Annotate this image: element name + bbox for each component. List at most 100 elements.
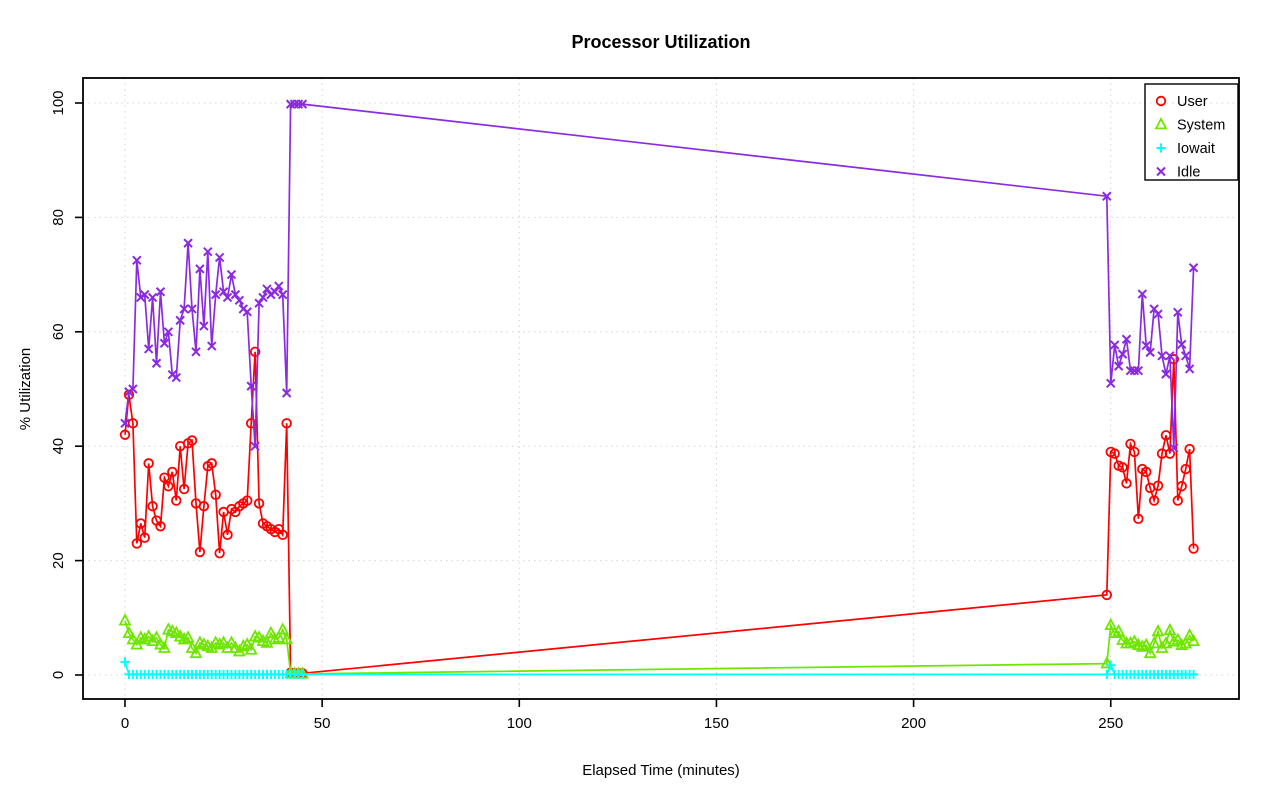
point-x (1184, 364, 1195, 374)
point-triangle (1167, 634, 1181, 647)
legend-label-system: System (1177, 118, 1225, 134)
x-tick-label: 250 (1098, 715, 1123, 732)
point-x (195, 264, 205, 274)
point-triangle (157, 640, 171, 653)
point-x (218, 287, 229, 297)
point-triangle (272, 630, 286, 643)
point-circle (178, 483, 190, 495)
point-x (179, 304, 189, 314)
point-circle (1141, 466, 1152, 478)
point-circle (194, 546, 206, 558)
series-line-idle (124, 103, 1195, 448)
plot-border (82, 77, 1240, 700)
legend-item-system: System (1154, 116, 1225, 134)
point-triangle (146, 633, 160, 647)
point-triangle (150, 630, 164, 643)
y-tick-label: 20 (50, 552, 67, 569)
point-x (1165, 351, 1175, 361)
legend-label-user: User (1177, 94, 1208, 110)
point-x (207, 341, 217, 351)
point-triangle (268, 632, 282, 645)
point-x (274, 281, 284, 291)
point-circle (186, 435, 198, 446)
point-plus (1106, 660, 1116, 670)
point-plus (1102, 669, 1112, 680)
series-line-user (124, 351, 1195, 675)
point-circle (1164, 448, 1176, 459)
point-triangle (217, 635, 231, 648)
point-circle (1180, 463, 1191, 475)
point-x (278, 289, 288, 300)
series-iowait (120, 657, 1199, 680)
point-triangle (177, 632, 191, 645)
point-circle (222, 529, 233, 541)
point-circle (210, 489, 221, 501)
point-triangle (213, 637, 227, 650)
point-x (199, 321, 209, 331)
y-tick-label: 80 (50, 209, 67, 226)
chart-title: Processor Utilization (571, 32, 750, 52)
point-triangle (1175, 637, 1189, 651)
point-triangle (240, 637, 254, 650)
point-triangle (1112, 623, 1126, 637)
point-triangle (1179, 636, 1193, 649)
x-tick-label: 0 (121, 715, 129, 732)
point-x (1173, 307, 1183, 318)
point-x (281, 388, 292, 398)
point-circle (214, 547, 225, 559)
point-triangle (1163, 622, 1177, 636)
point-x (183, 238, 193, 248)
point-x (191, 347, 201, 357)
legend-item-iowait: Iowait (1156, 141, 1215, 157)
point-circle (1109, 448, 1120, 459)
point-circle (1117, 462, 1128, 473)
point-x (1102, 191, 1112, 201)
point-triangle (1143, 645, 1157, 659)
point-x (1109, 340, 1120, 350)
point-circle (277, 529, 288, 541)
point-circle (249, 346, 261, 358)
legend-item-idle: Idle (1156, 165, 1200, 181)
point-plus (297, 669, 308, 680)
point-triangle (1154, 116, 1168, 130)
point-x (1161, 369, 1171, 379)
point-circle (1133, 513, 1144, 525)
point-triangle (181, 630, 195, 643)
point-triangle (138, 632, 152, 645)
point-triangle (118, 613, 132, 626)
axes: 0 50 100 150 200 250 0 20 40 60 80 100 (50, 77, 1240, 732)
point-x (1133, 365, 1144, 376)
point-circle (281, 418, 292, 429)
point-circle (1129, 446, 1140, 458)
series-idle (120, 99, 1199, 453)
point-triangle (1123, 636, 1137, 649)
point-circle (1172, 495, 1183, 506)
point-x (132, 255, 142, 266)
point-triangle (1139, 637, 1153, 651)
legend-item-user: User (1155, 94, 1208, 110)
point-x (242, 307, 252, 317)
point-x (128, 384, 138, 394)
point-x (254, 298, 264, 308)
point-circle (1160, 430, 1172, 441)
point-circle (171, 495, 182, 506)
point-circle (131, 538, 143, 549)
point-triangle (236, 638, 250, 652)
point-x (297, 99, 308, 109)
point-triangle (1159, 636, 1173, 649)
point-x (163, 327, 174, 337)
point-circle (1184, 443, 1195, 455)
point-triangle (276, 622, 290, 635)
x-tick-label: 100 (507, 715, 532, 732)
point-circle (167, 466, 178, 478)
point-triangle (189, 645, 203, 659)
y-tick-label: 60 (50, 323, 67, 340)
point-x (1106, 378, 1116, 388)
point-circle (123, 389, 135, 400)
point-triangle (1183, 627, 1197, 641)
y-axis-title: % Utilization (17, 348, 34, 431)
point-triangle (1151, 623, 1165, 637)
point-triangle (264, 625, 278, 639)
point-triangle (1187, 633, 1201, 647)
